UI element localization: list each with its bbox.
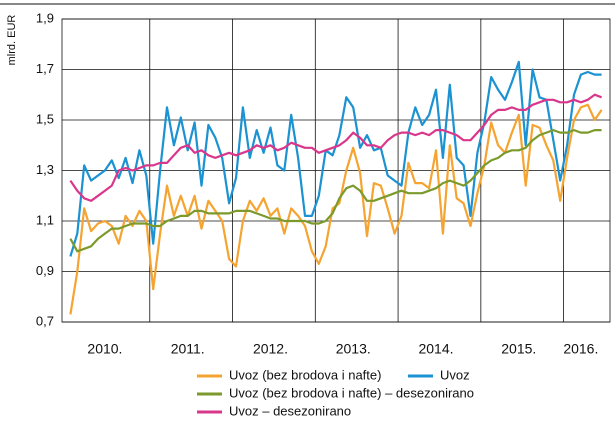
- legend-label: Uvoz – desezonirano: [229, 403, 351, 418]
- x-tick-label: 2011.: [171, 341, 205, 357]
- x-tick-label: 2013.: [336, 341, 371, 357]
- y-tick-label: 1,1: [36, 212, 54, 227]
- y-tick-label: 1,5: [36, 111, 54, 126]
- series-line: [69, 129, 602, 253]
- legend-label: Uvoz (bez brodova i nafte): [229, 367, 381, 382]
- y-tick-label: 1,7: [36, 61, 54, 76]
- y-tick-label: 1,3: [36, 162, 54, 177]
- series-line: [69, 60, 602, 257]
- series-line: [69, 93, 602, 202]
- x-tick-label: 2015.: [501, 341, 536, 357]
- x-tick-label: 2010.: [87, 341, 122, 357]
- x-tick-label: 2016.: [563, 341, 598, 357]
- legend-label: Uvoz (bez brodova i nafte) – desezoniran…: [229, 385, 474, 400]
- y-tick-label: 1,9: [36, 10, 54, 25]
- x-tick-label: 2014.: [418, 341, 453, 357]
- x-tick-label: 2012.: [253, 341, 288, 357]
- legend-label: Uvoz: [440, 367, 470, 382]
- y-tick-label: 0,9: [36, 263, 54, 278]
- y-axis-label: mlrd. EUR: [6, 15, 18, 66]
- y-tick-label: 0,7: [36, 313, 54, 328]
